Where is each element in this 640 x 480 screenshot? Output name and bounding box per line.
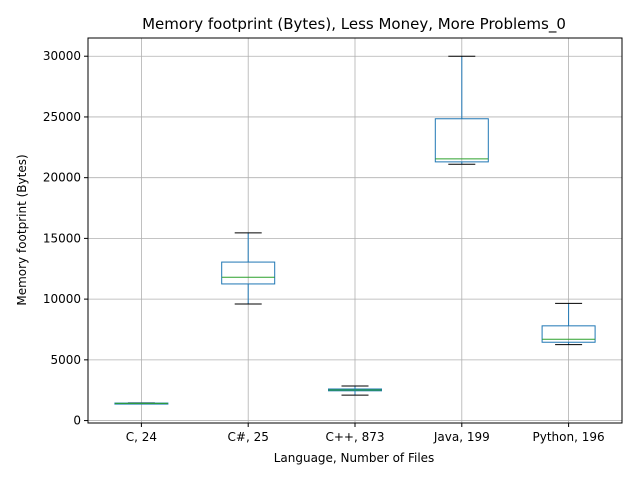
iqr-box <box>434 118 489 163</box>
chart-title: Memory footprint (Bytes), Less Money, Mo… <box>142 15 566 34</box>
y-tick-label: 0 <box>73 414 81 428</box>
x-axis-label: Language, Number of Files <box>274 451 435 465</box>
y-tick-label: 25000 <box>43 110 81 124</box>
y-tick-label: 10000 <box>43 292 81 306</box>
y-tick-label: 30000 <box>43 49 81 63</box>
y-axis-ticks: 0 5000 10000 15000 20000 25000 30000 <box>43 49 88 428</box>
box-4 <box>541 302 596 346</box>
x-tick-label: C++, 873 <box>325 430 384 444</box>
y-axis-label: Memory footprint (Bytes) <box>15 154 29 305</box>
x-tick-label: C#, 25 <box>228 430 269 444</box>
box-2 <box>328 385 382 396</box>
box-0 <box>114 402 169 405</box>
x-axis-ticks: C, 24 C#, 25 C++, 873 Java, 199 Python, 196 <box>126 423 605 444</box>
grid-lines <box>88 38 622 423</box>
x-tick-label: Java, 199 <box>433 430 490 444</box>
y-tick-label: 15000 <box>43 231 81 245</box>
box-1 <box>221 232 276 305</box>
x-tick-label: Python, 196 <box>533 430 605 444</box>
iqr-box <box>221 261 276 285</box>
x-tick-label: C, 24 <box>126 430 157 444</box>
box-3 <box>434 55 489 165</box>
y-tick-label: 20000 <box>43 171 81 185</box>
y-tick-label: 5000 <box>50 353 81 367</box>
iqr-box <box>541 325 596 343</box>
box-series <box>114 55 596 405</box>
